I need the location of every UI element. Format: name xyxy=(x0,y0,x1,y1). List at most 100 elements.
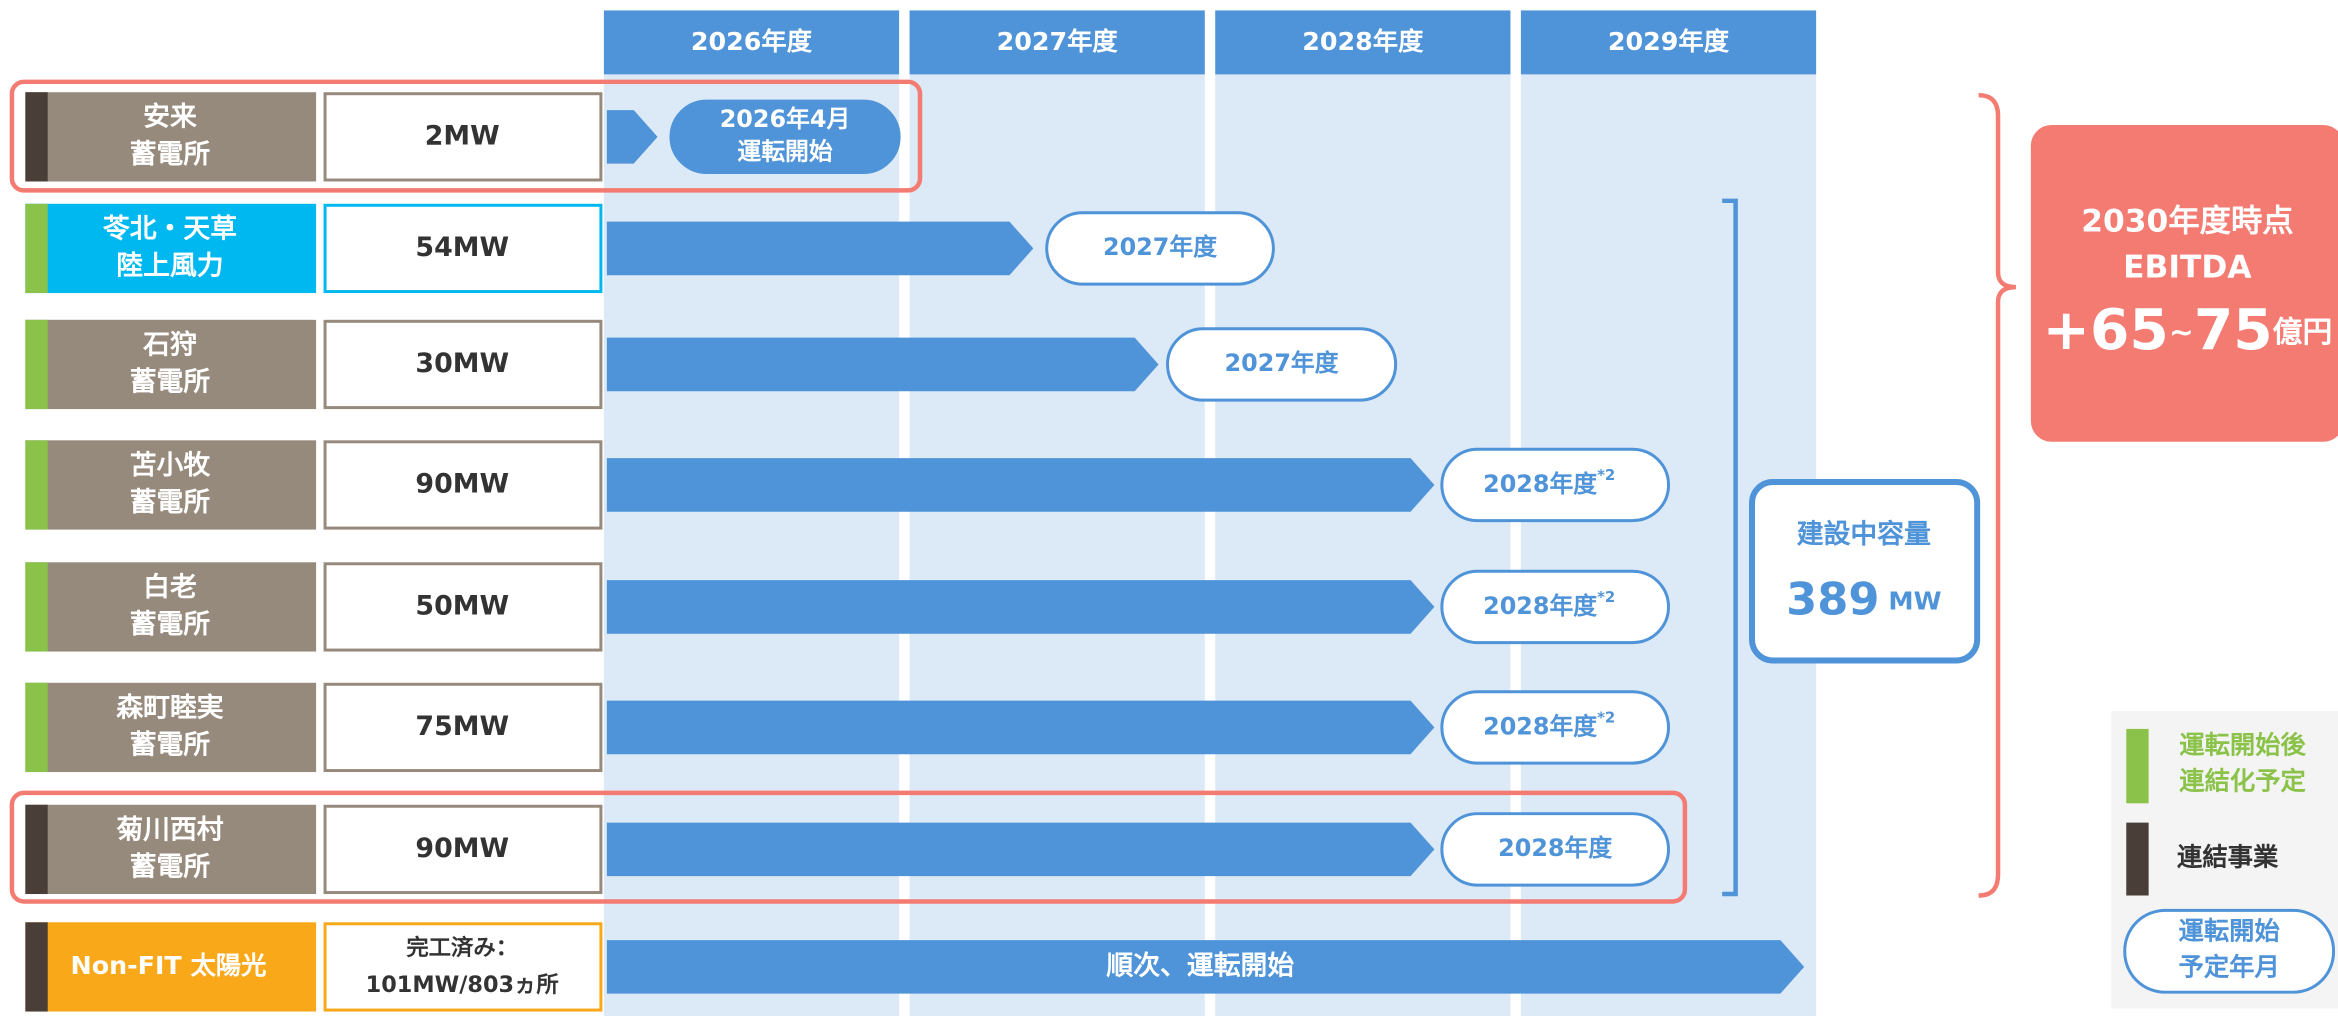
ebitda-box xyxy=(2030,124,2338,442)
label: 2027年度 xyxy=(1103,233,1217,261)
label: 苫小牧 xyxy=(130,450,211,481)
highlight xyxy=(9,79,923,193)
label: 50MW xyxy=(415,590,509,621)
timeline-arrow xyxy=(606,580,1435,634)
target-pill xyxy=(1045,211,1275,286)
capacity-box xyxy=(323,804,603,895)
label: Non-FIT 太陽光 xyxy=(71,951,267,980)
capacity-box xyxy=(323,440,603,530)
capacity-total-value: 389 MW xyxy=(1786,573,1942,625)
target-pill xyxy=(669,99,901,175)
target-label: 2028年度*2 xyxy=(1483,466,1615,497)
bar-label: 順次、運転開始 xyxy=(1106,949,1294,981)
highlight xyxy=(9,790,1688,904)
note: *2 xyxy=(1597,588,1615,606)
timeline-arrow xyxy=(606,458,1435,512)
name-box xyxy=(25,682,317,773)
year-header xyxy=(1520,10,1817,75)
name-box xyxy=(25,562,317,652)
name-box xyxy=(25,92,317,182)
note: *2 xyxy=(1597,466,1615,484)
year-header xyxy=(1215,10,1511,75)
status-strip xyxy=(25,440,48,530)
label: 陸上風力 xyxy=(116,251,223,282)
label: 蓄電所 xyxy=(130,609,211,640)
name-box xyxy=(25,440,317,530)
name-box xyxy=(25,922,317,1012)
label: 白老 xyxy=(143,571,197,603)
name-box xyxy=(25,319,317,410)
timeline-arrow xyxy=(606,221,1034,276)
legend-swatch xyxy=(2126,822,2149,896)
label: EBITDA xyxy=(2123,250,2252,286)
label: 蓄電所 xyxy=(130,367,211,398)
label: 2026年4月 xyxy=(720,105,851,133)
value: +65 xyxy=(2043,297,2169,363)
label: 54MW xyxy=(415,232,509,263)
label: 連結化予定 xyxy=(2179,766,2306,795)
label: 森町睦実 xyxy=(116,691,224,723)
capacity-box xyxy=(323,203,603,294)
label: 連結事業 xyxy=(2177,842,2279,871)
timeline-arrow xyxy=(606,110,658,164)
target-pill xyxy=(1440,690,1670,765)
label: 2MW xyxy=(425,120,500,151)
bracket xyxy=(1978,92,2017,898)
label: 運転開始 xyxy=(2178,917,2280,946)
target-pill xyxy=(1440,569,1670,645)
year-header xyxy=(909,10,1205,75)
label: 2030年度時点 xyxy=(2081,203,2293,239)
label: 蓄電所 xyxy=(130,852,211,883)
label: 安来 xyxy=(143,102,197,133)
target-pill xyxy=(1440,447,1670,523)
label: 30MW xyxy=(415,348,509,379)
label: 蓄電所 xyxy=(130,139,211,170)
year-label: 2028年度 xyxy=(1302,27,1424,56)
capacity-total-box xyxy=(1749,478,1981,664)
label: 101MW/803ヵ所 xyxy=(366,972,559,998)
year-label: 2026年度 xyxy=(691,27,813,56)
status-strip xyxy=(25,92,48,182)
label: 蓄電所 xyxy=(130,730,211,761)
label: 運転開始 xyxy=(737,138,833,166)
label: 菊川西村 xyxy=(116,814,224,845)
legend-swatch xyxy=(2126,728,2149,804)
capacity-box xyxy=(323,319,603,410)
value: ~ xyxy=(2169,315,2194,350)
target-pill xyxy=(1440,812,1670,887)
label: 予定年月 xyxy=(2178,952,2279,981)
timeline-arrow xyxy=(606,940,1805,994)
label: 90MW xyxy=(415,833,509,864)
status-strip xyxy=(25,562,48,652)
value: 75 xyxy=(2194,297,2273,363)
status-strip xyxy=(25,319,48,410)
capacity-box xyxy=(323,682,603,773)
unit: MW xyxy=(1888,586,1941,615)
status-strip xyxy=(25,203,48,294)
year-header xyxy=(603,10,900,75)
year-label: 2029年度 xyxy=(1608,27,1730,56)
target-text: 2028年度 xyxy=(1483,591,1597,619)
status-strip xyxy=(25,804,48,895)
label: 苓北・天草 xyxy=(103,213,237,244)
target-text: 2028年度 xyxy=(1483,469,1597,497)
target-text: 2028年度 xyxy=(1483,712,1597,740)
unit: 億円 xyxy=(2273,315,2333,350)
target-label: 2028年度*2 xyxy=(1483,588,1615,619)
name-box xyxy=(25,804,317,895)
capacity-box xyxy=(323,92,603,182)
note: *2 xyxy=(1597,709,1615,727)
timeline-arrow xyxy=(606,337,1159,392)
status-strip xyxy=(25,922,48,1012)
label: 運転開始後 xyxy=(2179,731,2306,760)
label: 2027年度 xyxy=(1225,349,1339,377)
value: 389 xyxy=(1786,573,1879,625)
status-strip xyxy=(25,682,48,773)
label: 完工済み： xyxy=(406,934,518,961)
label: 蓄電所 xyxy=(130,487,211,518)
capacity-box xyxy=(323,562,603,652)
legend-pill xyxy=(2123,908,2336,994)
ebitda-value: +65~75億円 xyxy=(2043,297,2333,363)
